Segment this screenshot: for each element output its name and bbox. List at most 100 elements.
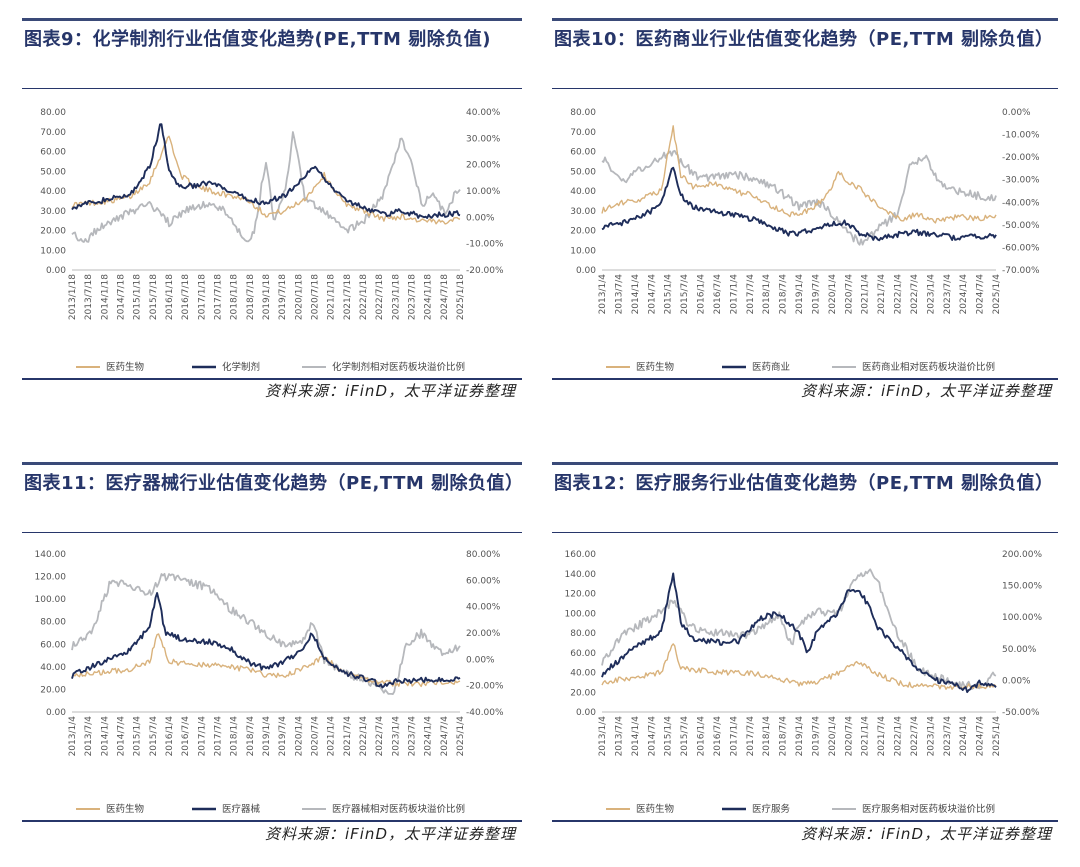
x-tick-label: 2018/7/4 — [779, 716, 789, 757]
left-tick-label: 0.00 — [576, 266, 596, 276]
series-line-1 — [601, 166, 997, 242]
x-tick-label: 2017/7/4 — [746, 274, 756, 315]
x-tick-label: 2025/1/4 — [992, 716, 1002, 757]
chart-panel-12: 图表12：医疗服务行业估值变化趋势（PE,TTM 剔除负值） 0.00 20.00… — [552, 462, 1058, 857]
left-tick-label: 60.00 — [40, 148, 66, 158]
title-rule — [552, 532, 1058, 533]
top-rule — [552, 462, 1058, 465]
right-tick-label: 40.00% — [466, 108, 501, 118]
x-tick-label: 2013/7/4 — [614, 716, 624, 757]
x-tick-label: 2020/7/4 — [311, 716, 321, 757]
x-tick-label: 2019/1/4 — [795, 274, 805, 315]
chart-panel-11: 图表11：医疗器械行业估值变化趋势（PE,TTM 剔除负值） 0.00 20.00… — [22, 462, 523, 857]
series-line-1 — [71, 123, 461, 219]
x-tick-label: 2016/7/4 — [713, 716, 723, 757]
left-tick-label: 120.00 — [565, 590, 597, 600]
left-tick-label: 50.00 — [570, 167, 596, 177]
x-tick-label: 2015/7/18 — [149, 274, 159, 320]
x-tick-label: 2023/7/4 — [943, 716, 953, 757]
legend-label: 医疗服务相对医药板块溢价比例 — [862, 803, 995, 815]
x-tick-label: 2020/7/4 — [844, 716, 854, 757]
x-tick-label: 2018/1/18 — [230, 274, 240, 320]
x-tick-label: 2013/1/18 — [68, 274, 78, 320]
x-tick-label: 2024/1/4 — [424, 716, 434, 757]
x-tick-label: 2013/1/4 — [68, 716, 78, 757]
left-tick-label: 60.00 — [570, 148, 596, 158]
series-line-1 — [71, 592, 461, 689]
right-tick-label: -10.00% — [1002, 131, 1040, 141]
bottom-rule — [22, 378, 522, 380]
left-tick-label: 120.00 — [35, 573, 67, 583]
x-tick-label: 2020/1/4 — [294, 716, 304, 757]
x-tick-label: 2019/7/18 — [278, 274, 288, 320]
x-tick-label: 2015/1/4 — [664, 274, 674, 315]
legend-label: 医疗服务 — [752, 803, 791, 815]
left-tick-label: 40.00 — [570, 187, 596, 197]
source-note: 资料来源：iFinD，太平洋证券整理 — [264, 382, 516, 400]
x-tick-label: 2015/7/4 — [680, 716, 690, 757]
legend-label: 医疗器械 — [222, 803, 261, 815]
title-rule — [552, 88, 1058, 89]
x-tick-label: 2023/1/18 — [391, 274, 401, 320]
left-tick-label: 80.00 — [570, 629, 596, 639]
chart-panel-10: 图表10：医药商业行业估值变化趋势（PE,TTM 剔除负值） 0.00 10.00… — [552, 18, 1058, 408]
x-tick-label: 2023/1/4 — [926, 716, 936, 757]
x-tick-label: 2021/1/4 — [861, 716, 871, 757]
x-tick-label: 2022/7/4 — [910, 716, 920, 757]
left-tick-label: 20.00 — [40, 227, 66, 237]
x-tick-label: 2017/7/4 — [746, 716, 756, 757]
left-tick-label: 70.00 — [570, 128, 596, 138]
right-tick-label: 80.00% — [466, 550, 501, 560]
legend-label: 医药生物 — [106, 361, 145, 373]
x-tick-label: 2019/1/4 — [262, 716, 272, 757]
top-rule — [22, 18, 522, 21]
x-tick-label: 2025/1/4 — [992, 274, 1002, 315]
x-tick-label: 2013/7/4 — [614, 274, 624, 315]
top-rule — [22, 462, 522, 465]
x-tick-label: 2016/1/18 — [165, 274, 175, 320]
x-tick-label: 2015/1/4 — [133, 716, 143, 757]
x-tick-label: 2021/7/4 — [343, 716, 353, 757]
x-tick-label: 2023/1/4 — [926, 274, 936, 315]
x-tick-label: 2015/1/4 — [664, 716, 674, 757]
left-tick-label: 20.00 — [570, 688, 596, 698]
left-tick-label: 60.00 — [570, 649, 596, 659]
x-tick-label: 2022/7/18 — [375, 274, 385, 320]
right-tick-label: -70.00% — [1002, 266, 1040, 276]
right-tick-label: -50.00% — [1002, 708, 1040, 718]
left-tick-label: 0.00 — [46, 266, 66, 276]
chart-svg: 0.00 20.00 40.00 60.00 80.00 100.00 120.00 140.… — [35, 550, 505, 815]
left-tick-label: 60.00 — [40, 640, 66, 650]
x-tick-label: 2022/7/4 — [910, 274, 920, 315]
left-tick-label: 50.00 — [40, 167, 66, 177]
x-tick-label: 2014/1/4 — [100, 716, 110, 757]
series-line-0 — [601, 125, 997, 224]
x-tick-label: 2018/1/4 — [762, 716, 772, 757]
series-line-2 — [71, 131, 461, 243]
right-tick-label: -50.00% — [1002, 221, 1040, 231]
x-tick-label: 2020/1/4 — [828, 716, 838, 757]
right-tick-label: -40.00% — [1002, 198, 1040, 208]
title-rule — [22, 532, 522, 533]
source-note: 资料来源：iFinD，太平洋证券整理 — [264, 825, 516, 843]
right-tick-label: 10.00% — [466, 187, 501, 197]
x-tick-label: 2017/1/4 — [197, 716, 207, 757]
x-tick-label: 2013/7/4 — [84, 716, 94, 757]
legend-label: 医药商业相对医药板块溢价比例 — [862, 361, 995, 373]
x-tick-label: 2018/1/4 — [762, 274, 772, 315]
x-tick-label: 2022/1/18 — [359, 274, 369, 320]
x-tick-label: 2024/1/18 — [424, 274, 434, 320]
left-tick-label: 80.00 — [40, 108, 66, 118]
x-tick-label: 2022/1/4 — [894, 716, 904, 757]
right-tick-label: -30.00% — [1002, 176, 1040, 186]
right-tick-label: 60.00% — [466, 576, 501, 586]
left-tick-label: 30.00 — [570, 207, 596, 217]
x-tick-label: 2025/1/18 — [456, 274, 466, 320]
x-tick-label: 2014/7/18 — [117, 274, 127, 320]
x-tick-label: 2017/1/4 — [729, 274, 739, 315]
x-tick-label: 2013/1/4 — [598, 274, 608, 315]
x-tick-label: 2019/1/18 — [262, 274, 272, 320]
left-tick-label: 140.00 — [35, 550, 67, 560]
x-tick-label: 2021/1/4 — [861, 274, 871, 315]
x-tick-label: 2016/7/18 — [181, 274, 191, 320]
